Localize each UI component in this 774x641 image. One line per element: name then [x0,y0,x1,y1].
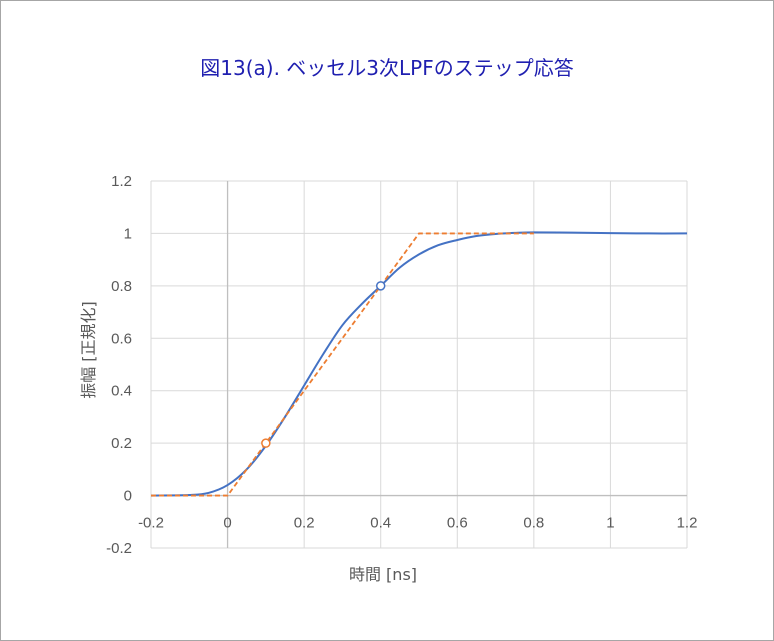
x-tick-label: 0.2 [294,515,315,532]
data-point-marker [261,438,271,448]
x-tick-label: 0.8 [523,515,544,532]
series-layer [150,231,688,497]
y-tick-label: 0.8 [111,278,132,295]
y-axis-label: 振幅 [正規化] [79,301,98,399]
y-tick-label: 0.4 [111,383,132,400]
tick-labels: -0.2 0 0.2 0.4 0.6 0.8 1 1.2 -0.2 0 0.2 0.4 0.6 0.8 1 1… [106,173,697,557]
x-tick-label: 0.6 [447,515,468,532]
x-tick-label: -0.2 [138,515,164,532]
data-point-marker [375,281,386,291]
x-tick-label: 0 [223,515,231,532]
x-tick-label: 1 [606,515,614,532]
y-tick-label: 0 [124,488,132,505]
x-axis-label: 時間 [ns] [349,565,417,584]
y-tick-label: 1.2 [111,173,132,190]
series-line-solid [150,231,688,497]
y-tick-label: -0.2 [106,540,132,557]
series-line-dashed [151,232,534,497]
x-tick-label: 1.2 [677,515,698,532]
gridlines [150,180,688,549]
y-tick-label: 0.2 [111,435,132,452]
y-tick-label: 0.6 [111,330,132,347]
axes [151,181,687,548]
chart-title: 図13(a). ベッセル3次LPFのステップ応答 [200,56,574,80]
x-tick-label: 0.4 [370,515,391,532]
y-tick-label: 1 [124,225,132,242]
